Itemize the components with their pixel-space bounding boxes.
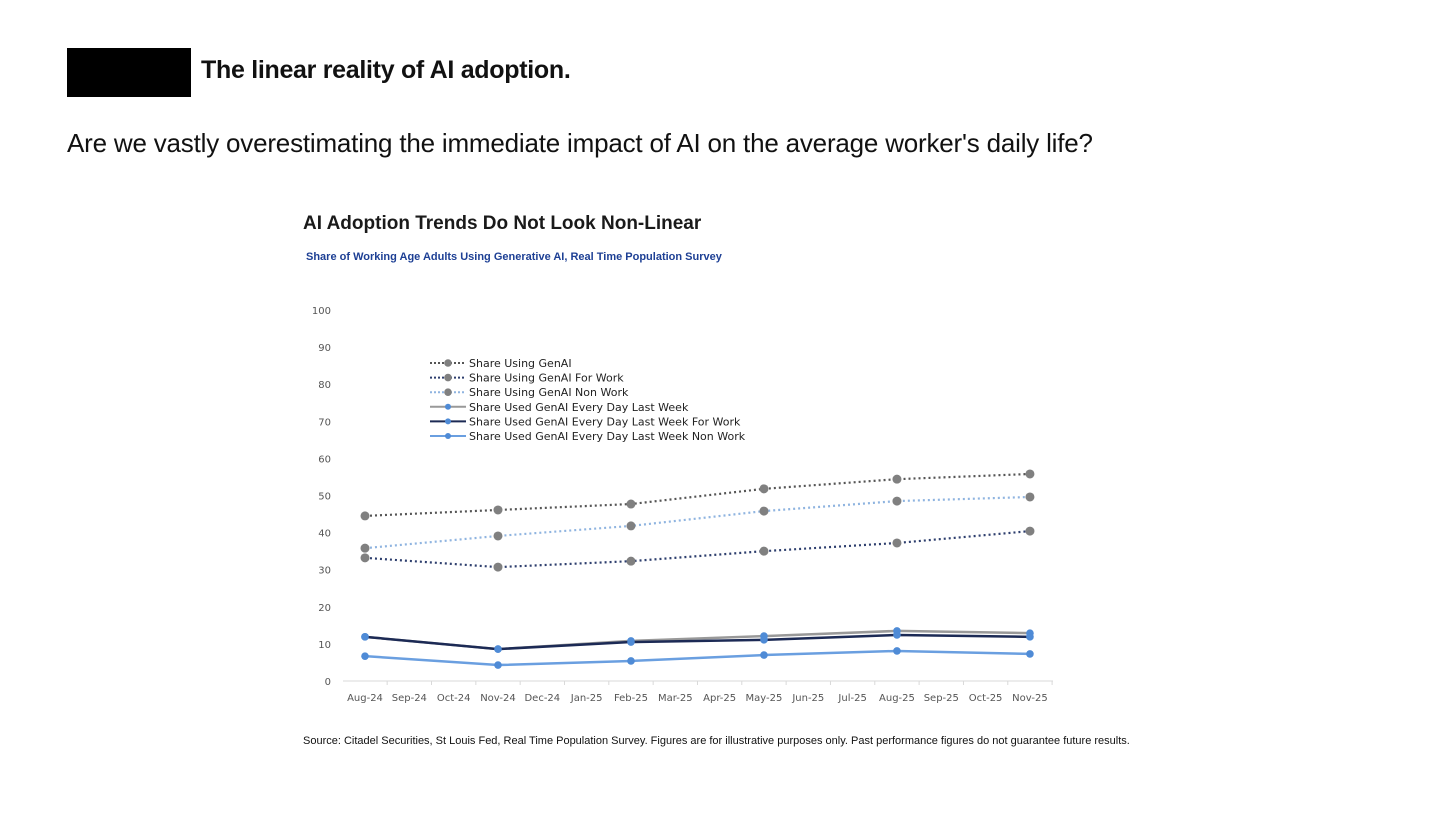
y-tick-label: 0 bbox=[325, 677, 331, 688]
legend-label: Share Used GenAI Every Day Last Week Non… bbox=[469, 430, 746, 443]
legend-label: Share Used GenAI Every Day Last Week bbox=[469, 401, 689, 414]
legend-swatch-marker bbox=[445, 433, 451, 439]
series-line bbox=[364, 472, 1030, 518]
data-point bbox=[1026, 633, 1034, 641]
logo-block bbox=[67, 48, 191, 97]
data-point bbox=[360, 543, 370, 553]
legend-swatch-marker bbox=[445, 418, 451, 425]
data-point bbox=[493, 531, 503, 541]
y-tick-label: 50 bbox=[318, 492, 331, 503]
data-point bbox=[361, 633, 369, 641]
x-tick-label: May-25 bbox=[746, 693, 783, 704]
chart-subtitle: Share of Working Age Adults Using Genera… bbox=[306, 251, 722, 263]
y-tick-label: 20 bbox=[318, 603, 331, 614]
data-point bbox=[892, 474, 902, 484]
series-line bbox=[364, 649, 1030, 667]
data-point bbox=[1025, 526, 1035, 536]
data-point bbox=[493, 505, 503, 515]
data-point bbox=[759, 506, 769, 516]
legend-label: Share Using GenAI bbox=[469, 357, 572, 370]
x-tick-label: Oct-25 bbox=[969, 693, 1003, 704]
legend-swatch-marker bbox=[444, 359, 452, 367]
data-point bbox=[494, 661, 502, 669]
series-line bbox=[364, 633, 1030, 651]
source-note: Source: Citadel Securities, St Louis Fed… bbox=[303, 735, 1130, 747]
data-point bbox=[626, 521, 636, 531]
x-tick-label: Nov-24 bbox=[480, 693, 516, 704]
data-point bbox=[893, 631, 901, 639]
legend-label: Share Using GenAI For Work bbox=[469, 372, 624, 385]
x-tick-label: Aug-25 bbox=[879, 693, 915, 704]
data-point bbox=[626, 556, 636, 566]
x-tick-label: Sep-25 bbox=[924, 693, 959, 704]
data-point bbox=[892, 496, 902, 506]
x-tick-label: Jan-25 bbox=[570, 693, 603, 704]
x-tick-label: Sep-24 bbox=[392, 693, 427, 704]
x-tick-label: Jun-25 bbox=[791, 693, 824, 704]
y-tick-label: 40 bbox=[318, 529, 331, 540]
x-tick-label: Jul-25 bbox=[837, 693, 866, 704]
x-tick-label: Dec-24 bbox=[524, 693, 560, 704]
legend-label: Share Using GenAI Non Work bbox=[469, 386, 629, 399]
data-point bbox=[892, 538, 902, 548]
data-point bbox=[1026, 650, 1034, 658]
data-point bbox=[626, 499, 636, 509]
data-point bbox=[760, 636, 768, 644]
legend-label: Share Used GenAI Every Day Last Week For… bbox=[469, 415, 741, 428]
data-point bbox=[760, 651, 768, 659]
y-tick-label: 90 bbox=[318, 343, 331, 354]
data-point bbox=[361, 652, 369, 660]
legend-swatch-marker bbox=[444, 388, 452, 397]
data-point bbox=[627, 638, 635, 646]
series-line bbox=[364, 530, 1031, 569]
data-point bbox=[1025, 492, 1035, 502]
subheading-question: Are we vastly overestimating the immedia… bbox=[67, 128, 1093, 158]
data-point bbox=[494, 645, 502, 653]
chart-title: AI Adoption Trends Do Not Look Non-Linea… bbox=[303, 213, 702, 234]
data-point bbox=[360, 511, 370, 521]
data-point bbox=[493, 562, 503, 572]
y-tick-label: 10 bbox=[318, 640, 331, 651]
x-tick-label: Apr-25 bbox=[703, 693, 736, 704]
data-point bbox=[893, 647, 901, 655]
y-tick-label: 30 bbox=[318, 566, 331, 577]
data-point bbox=[627, 657, 635, 665]
y-tick-label: 100 bbox=[312, 306, 331, 317]
x-tick-label: Feb-25 bbox=[614, 693, 648, 704]
data-point bbox=[1025, 469, 1035, 479]
y-tick-label: 60 bbox=[318, 454, 331, 465]
data-point bbox=[360, 553, 370, 563]
legend-swatch-marker bbox=[444, 373, 452, 382]
data-point bbox=[759, 484, 769, 494]
x-tick-label: Oct-24 bbox=[437, 693, 471, 704]
series-line bbox=[364, 495, 1030, 550]
data-point bbox=[759, 546, 769, 556]
y-tick-label: 80 bbox=[318, 380, 331, 391]
legend-swatch-marker bbox=[445, 403, 451, 410]
x-tick-label: Aug-24 bbox=[347, 693, 383, 704]
page-title: The linear reality of AI adoption. bbox=[201, 56, 571, 84]
x-tick-label: Mar-25 bbox=[658, 693, 693, 704]
y-tick-label: 70 bbox=[318, 417, 331, 428]
x-tick-label: Nov-25 bbox=[1012, 693, 1048, 704]
